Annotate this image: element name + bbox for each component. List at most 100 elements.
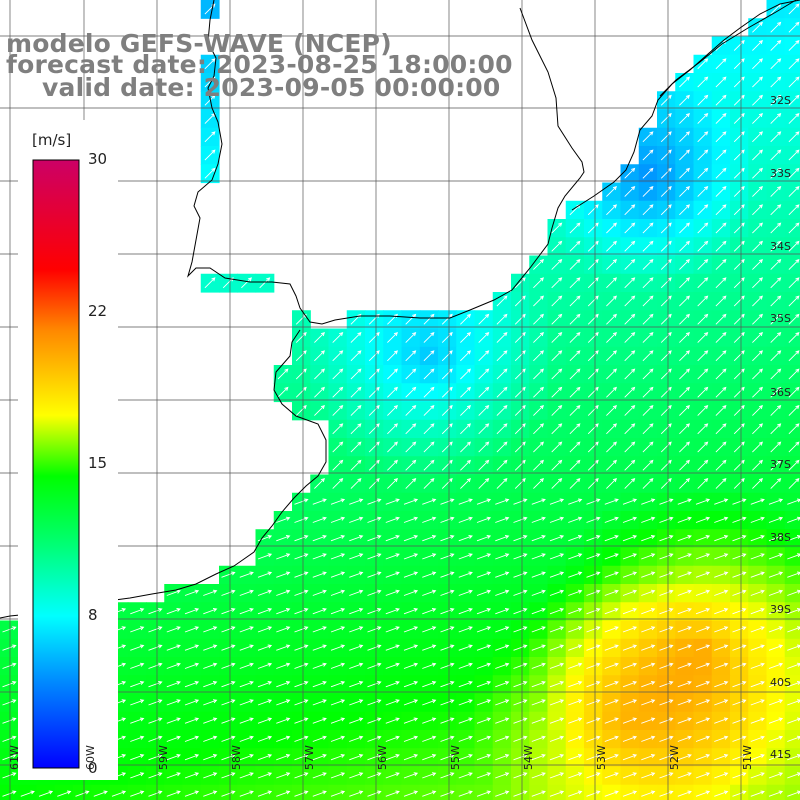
wind-arrow [787,644,800,651]
wind-arrow [549,699,565,706]
wind-arrow [551,295,563,307]
wind-arrow [513,735,528,742]
wind-arrow [330,717,346,724]
wind-speed-cell [748,164,768,184]
wind-arrow [697,386,709,398]
wind-arrow [715,459,727,471]
wind-speed-cell [529,273,549,293]
wind-arrow [478,423,490,435]
wind-arrow [770,313,782,325]
wind-speed-cell [620,784,640,800]
wind-arrow [770,368,782,380]
wind-arrow [568,735,583,742]
wind-arrow [641,772,656,779]
wind-speed-cell [784,200,800,220]
wind-arrow [330,535,346,542]
wind-arrow [330,626,346,633]
wind-arrow [770,149,782,161]
wind-arrow [476,754,492,761]
wind-arrow [531,589,546,596]
wind-speed-cell [456,383,476,403]
wind-arrow [294,735,309,742]
wind-arrow [604,662,619,669]
wind-arrow [604,608,619,615]
wind-arrow [239,735,254,742]
wind-arrow [586,662,601,669]
wind-arrow [733,405,745,416]
wind-arrow [367,626,382,633]
wind-arrow [733,186,745,197]
wind-arrow [257,662,273,669]
wind-arrow [514,386,526,398]
wind-arrow [403,498,419,505]
wind-arrow [495,553,510,560]
wind-arrow [733,222,745,234]
wind-arrow [568,553,583,560]
wind-arrow [403,535,419,542]
wind-arrow [276,644,291,651]
wind-arrow [770,167,782,179]
wind-arrow [368,459,380,471]
wind-speed-cell [529,383,549,403]
wind-arrow [660,222,672,234]
wind-arrow [422,735,437,742]
wind-speed-cell [675,383,695,403]
wind-arrow [166,717,181,724]
wind-arrow [405,478,417,489]
wind-speed-cell [584,784,603,800]
wind-arrow [679,386,690,398]
wind-arrow [148,790,163,797]
wind-arrow [276,516,291,523]
wind-arrow [441,350,453,362]
wind-arrow [677,772,692,779]
wind-arrow [387,423,398,435]
wind-arrow [203,772,218,779]
wind-arrow [184,608,200,615]
wind-arrow [332,405,344,416]
wind-arrow [458,589,473,596]
wind-arrow [714,571,729,578]
wind-arrow [312,571,327,578]
wind-arrow [458,553,473,560]
wind-arrow [695,535,711,542]
wind-arrow [184,772,200,779]
wind-arrow [422,553,437,560]
wind-arrow [787,717,800,724]
wind-arrow [788,204,800,216]
wind-arrow [770,423,782,435]
lon-label: 56W [376,745,389,770]
wind-arrow [642,350,654,362]
wind-arrow [312,754,327,761]
wind-arrow [568,589,583,596]
wind-arrow [622,790,638,797]
wind-arrow [787,535,800,542]
wind-arrow [221,571,236,578]
wind-arrow [606,368,617,380]
wind-arrow [239,681,254,688]
wind-arrow [677,626,692,633]
wind-arrow [350,459,362,471]
wind-arrow [732,699,747,706]
wind-speed-cell [565,383,585,403]
wind-arrow [642,441,654,453]
wind-arrow [549,662,565,669]
wind-arrow [184,589,200,596]
wind-arrow [276,790,291,797]
wind-arrow [478,441,490,453]
wind-arrow [476,608,492,615]
wind-arrow [624,259,636,270]
wind-arrow [166,681,181,688]
wind-arrow [148,626,163,633]
wind-arrow [2,717,17,724]
wind-arrow [733,313,745,325]
wind-arrow [679,113,690,124]
wind-arrow [422,754,437,761]
wind-arrow [750,589,765,596]
wind-arrow [641,589,656,596]
wind-arrow [750,662,765,669]
wind-arrow [788,350,800,362]
wind-arrow [586,717,601,724]
wind-arrow [294,772,309,779]
wind-arrow [679,478,690,489]
wind-arrow [495,644,510,651]
